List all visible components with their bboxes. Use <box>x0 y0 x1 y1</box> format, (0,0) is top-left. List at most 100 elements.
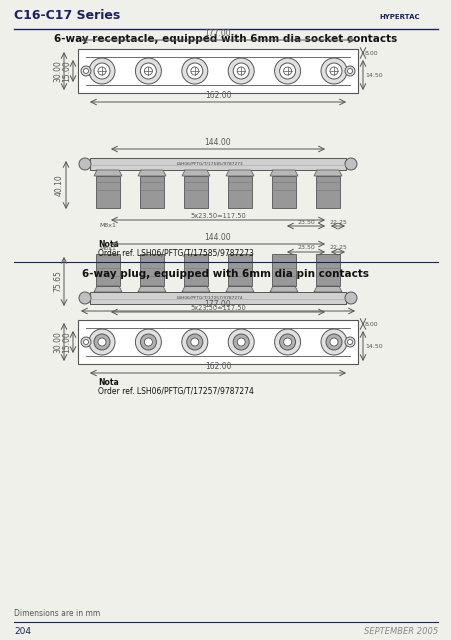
Text: 8.00: 8.00 <box>364 321 378 326</box>
Circle shape <box>347 68 352 74</box>
Circle shape <box>329 338 337 346</box>
Circle shape <box>344 337 354 347</box>
Text: 177.00: 177.00 <box>204 29 231 38</box>
Text: 22.25: 22.25 <box>328 220 346 225</box>
Text: 5x23.50=117.50: 5x23.50=117.50 <box>190 213 245 219</box>
Bar <box>184 254 207 286</box>
Circle shape <box>283 338 291 346</box>
Bar <box>90 158 345 170</box>
Bar <box>96 254 120 286</box>
Text: 75.65: 75.65 <box>53 271 62 292</box>
Text: 30.00: 30.00 <box>53 331 62 353</box>
Text: 144.00: 144.00 <box>204 233 231 242</box>
Polygon shape <box>182 286 210 292</box>
Bar <box>78 320 357 364</box>
Circle shape <box>83 68 88 74</box>
Bar <box>227 176 252 208</box>
Polygon shape <box>226 170 253 176</box>
Ellipse shape <box>79 158 91 170</box>
Text: Nota: Nota <box>98 240 119 249</box>
Polygon shape <box>313 286 341 292</box>
Text: 6-way receptacle, equipped with 6mm dia socket contacts: 6-way receptacle, equipped with 6mm dia … <box>54 34 397 44</box>
Bar <box>184 176 207 208</box>
Circle shape <box>329 67 337 75</box>
Circle shape <box>228 329 253 355</box>
Polygon shape <box>226 286 253 292</box>
Polygon shape <box>94 170 122 176</box>
Circle shape <box>344 66 354 76</box>
Bar <box>315 254 339 286</box>
Circle shape <box>181 58 207 84</box>
Circle shape <box>98 67 106 75</box>
Text: 15.00: 15.00 <box>62 60 71 82</box>
Polygon shape <box>138 170 166 176</box>
Ellipse shape <box>344 292 356 304</box>
Circle shape <box>186 334 202 350</box>
Text: C16-C17 Series: C16-C17 Series <box>14 8 120 22</box>
Polygon shape <box>269 286 297 292</box>
Circle shape <box>98 338 106 346</box>
Circle shape <box>135 329 161 355</box>
Circle shape <box>233 63 249 79</box>
Circle shape <box>325 63 341 79</box>
Text: 162.00: 162.00 <box>204 91 231 100</box>
Bar <box>227 254 252 286</box>
Bar <box>272 176 295 208</box>
Circle shape <box>190 67 198 75</box>
Circle shape <box>94 63 110 79</box>
Circle shape <box>320 58 346 84</box>
Circle shape <box>347 339 352 344</box>
Bar <box>315 176 339 208</box>
Circle shape <box>135 58 161 84</box>
Circle shape <box>237 338 244 346</box>
Text: 30.00: 30.00 <box>53 60 62 82</box>
Circle shape <box>144 338 152 346</box>
Text: 5x23.50=117.50: 5x23.50=117.50 <box>190 305 245 311</box>
Circle shape <box>279 334 295 350</box>
Bar <box>272 254 295 286</box>
Text: HYPERTAC: HYPERTAC <box>379 14 419 20</box>
Text: 6-way plug, equipped with 6mm dia pin contacts: 6-way plug, equipped with 6mm dia pin co… <box>83 269 368 279</box>
Circle shape <box>94 334 110 350</box>
Text: Order ref. LSH06/PFTG/T/17585/9787273: Order ref. LSH06/PFTG/T/17585/9787273 <box>98 248 253 257</box>
Text: Dimensions are in mm: Dimensions are in mm <box>14 609 100 618</box>
Text: 15.00: 15.00 <box>62 331 71 353</box>
Circle shape <box>228 58 253 84</box>
Text: M8x1: M8x1 <box>99 223 116 228</box>
Text: 14.50: 14.50 <box>364 344 382 349</box>
Text: 144.00: 144.00 <box>204 138 231 147</box>
Circle shape <box>89 58 115 84</box>
Text: SEPTEMBER 2005: SEPTEMBER 2005 <box>363 627 437 636</box>
Text: 40.10: 40.10 <box>55 174 64 196</box>
Circle shape <box>140 63 156 79</box>
Text: 177.00: 177.00 <box>204 300 231 309</box>
Polygon shape <box>94 286 122 292</box>
Circle shape <box>144 67 152 75</box>
Circle shape <box>233 334 249 350</box>
Text: LSH06/PFTG/T/17585/9787273: LSH06/PFTG/T/17585/9787273 <box>176 162 243 166</box>
Circle shape <box>186 63 202 79</box>
Circle shape <box>81 66 91 76</box>
Circle shape <box>83 339 88 344</box>
Circle shape <box>190 338 198 346</box>
Circle shape <box>140 334 156 350</box>
Ellipse shape <box>79 292 91 304</box>
Circle shape <box>81 337 91 347</box>
Polygon shape <box>313 170 341 176</box>
Circle shape <box>237 67 244 75</box>
Circle shape <box>89 329 115 355</box>
Text: 14.50: 14.50 <box>364 72 382 77</box>
Circle shape <box>320 329 346 355</box>
Bar <box>90 292 345 304</box>
Text: M8x1: M8x1 <box>99 246 116 251</box>
Text: Nota: Nota <box>98 378 119 387</box>
Text: 22.25: 22.25 <box>328 245 346 250</box>
Text: 23.50: 23.50 <box>296 220 314 225</box>
Text: LSH06/PFTG/T/17257/9787274: LSH06/PFTG/T/17257/9787274 <box>176 296 243 300</box>
Polygon shape <box>182 170 210 176</box>
Bar <box>140 254 164 286</box>
Circle shape <box>181 329 207 355</box>
Ellipse shape <box>344 158 356 170</box>
Bar <box>140 176 164 208</box>
Bar <box>96 176 120 208</box>
